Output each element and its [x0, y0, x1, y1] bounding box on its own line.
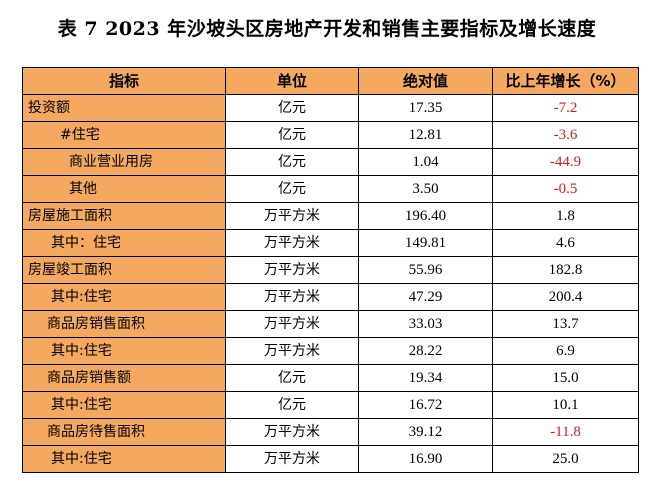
table-row: 其中:住宅 亿元 16.72 10.1: [22, 391, 639, 419]
unit-cell: 亿元: [225, 391, 359, 419]
unit-cell: 万平方米: [225, 310, 359, 338]
table-row: 投资额 亿元 17.35 -7.2: [22, 94, 639, 122]
header-row: 指标 单位 绝对值 比上年增长（%）: [22, 67, 639, 95]
unit-cell: 万平方米: [225, 418, 359, 446]
absolute-value-cell: 55.96: [358, 256, 493, 284]
table-row: 其中:住宅 万平方米 16.90 25.0: [22, 445, 639, 473]
growth-rate-cell: -0.5: [492, 175, 639, 203]
unit-cell: 万平方米: [225, 445, 359, 473]
growth-rate-cell: -11.8: [492, 418, 639, 446]
indicator-name-cell: 其他: [22, 175, 226, 203]
indicator-name-cell: 商品房待售面积: [22, 418, 226, 446]
absolute-value-cell: 33.03: [358, 310, 493, 338]
table-row: 商品房销售面积 万平方米 33.03 13.7: [22, 310, 639, 338]
table-row: 商品房待售面积 万平方米 39.12 -11.8: [22, 418, 639, 446]
unit-cell: 亿元: [225, 94, 359, 122]
absolute-value-cell: 12.81: [358, 121, 493, 149]
absolute-value-cell: 196.40: [358, 202, 493, 230]
growth-rate-cell: -3.6: [492, 121, 639, 149]
unit-cell: 亿元: [225, 121, 359, 149]
absolute-value-cell: 16.90: [358, 445, 493, 473]
growth-rate-cell: -7.2: [492, 94, 639, 122]
unit-cell: 万平方米: [225, 337, 359, 365]
absolute-value-cell: 39.12: [358, 418, 493, 446]
indicator-name-cell: 商品房销售面积: [22, 310, 226, 338]
indicator-table-container: 指标 单位 绝对值 比上年增长（%） 投资额 亿元 17.35 -7.2 #住宅 亿元 12…: [22, 67, 639, 473]
indicator-name-cell: #住宅: [22, 121, 226, 149]
absolute-value-cell: 28.22: [358, 337, 493, 365]
indicator-name-cell: 商品房销售额: [22, 364, 226, 392]
indicator-name-cell: 其中:住宅: [22, 283, 226, 311]
growth-rate-cell: 10.1: [492, 391, 639, 419]
table-row: 商品房销售额 亿元 19.34 15.0: [22, 364, 639, 392]
indicator-table: 指标 单位 绝对值 比上年增长（%） 投资额 亿元 17.35 -7.2 #住宅 亿元 12…: [22, 67, 639, 473]
absolute-value-cell: 19.34: [358, 364, 493, 392]
table-row: 房屋竣工面积 万平方米 55.96 182.8: [22, 256, 639, 284]
table-row: 其中：住宅 万平方米 149.81 4.6: [22, 229, 639, 257]
absolute-value-cell: 47.29: [358, 283, 493, 311]
indicator-name-cell: 商业营业用房: [22, 148, 226, 176]
absolute-value-cell: 1.04: [358, 148, 493, 176]
growth-rate-cell: 4.6: [492, 229, 639, 257]
table-title: 表 7 2023 年沙坡头区房地产开发和销售主要指标及增长速度: [57, 18, 597, 40]
header-growth-rate: 比上年增长（%）: [492, 67, 639, 95]
growth-rate-cell: 200.4: [492, 283, 639, 311]
unit-cell: 亿元: [225, 148, 359, 176]
unit-cell: 万平方米: [225, 256, 359, 284]
table-row: 房屋施工面积 万平方米 196.40 1.8: [22, 202, 639, 230]
growth-rate-cell: -44.9: [492, 148, 639, 176]
unit-cell: 万平方米: [225, 229, 359, 257]
table-row: 其他 亿元 3.50 -0.5: [22, 175, 639, 203]
indicator-name-cell: 房屋竣工面积: [22, 256, 226, 284]
growth-rate-cell: 25.0: [492, 445, 639, 473]
indicator-name-cell: 其中：住宅: [22, 229, 226, 257]
growth-rate-cell: 15.0: [492, 364, 639, 392]
table-row: 商业营业用房 亿元 1.04 -44.9: [22, 148, 639, 176]
table-row: 其中:住宅 万平方米 28.22 6.9: [22, 337, 639, 365]
table-row: #住宅 亿元 12.81 -3.6: [22, 121, 639, 149]
header-unit: 单位: [225, 67, 359, 95]
table-row: 其中:住宅 万平方米 47.29 200.4: [22, 283, 639, 311]
indicator-name-cell: 投资额: [22, 94, 226, 122]
indicator-name-cell: 其中:住宅: [22, 391, 226, 419]
table-body: 投资额 亿元 17.35 -7.2 #住宅 亿元 12.81 -3.6 商业营业用房 亿元 1.04…: [22, 94, 639, 473]
indicator-name-cell: 其中:住宅: [22, 337, 226, 365]
indicator-name-cell: 其中:住宅: [22, 445, 226, 473]
absolute-value-cell: 17.35: [358, 94, 493, 122]
unit-cell: 亿元: [225, 364, 359, 392]
growth-rate-cell: 13.7: [492, 310, 639, 338]
absolute-value-cell: 16.72: [358, 391, 493, 419]
growth-rate-cell: 6.9: [492, 337, 639, 365]
growth-rate-cell: 1.8: [492, 202, 639, 230]
header-indicator: 指标: [22, 67, 226, 95]
indicator-name-cell: 房屋施工面积: [22, 202, 226, 230]
absolute-value-cell: 149.81: [358, 229, 493, 257]
unit-cell: 万平方米: [225, 202, 359, 230]
unit-cell: 亿元: [225, 175, 359, 203]
unit-cell: 万平方米: [225, 283, 359, 311]
absolute-value-cell: 3.50: [358, 175, 493, 203]
growth-rate-cell: 182.8: [492, 256, 639, 284]
header-absolute-value: 绝对值: [358, 67, 493, 95]
